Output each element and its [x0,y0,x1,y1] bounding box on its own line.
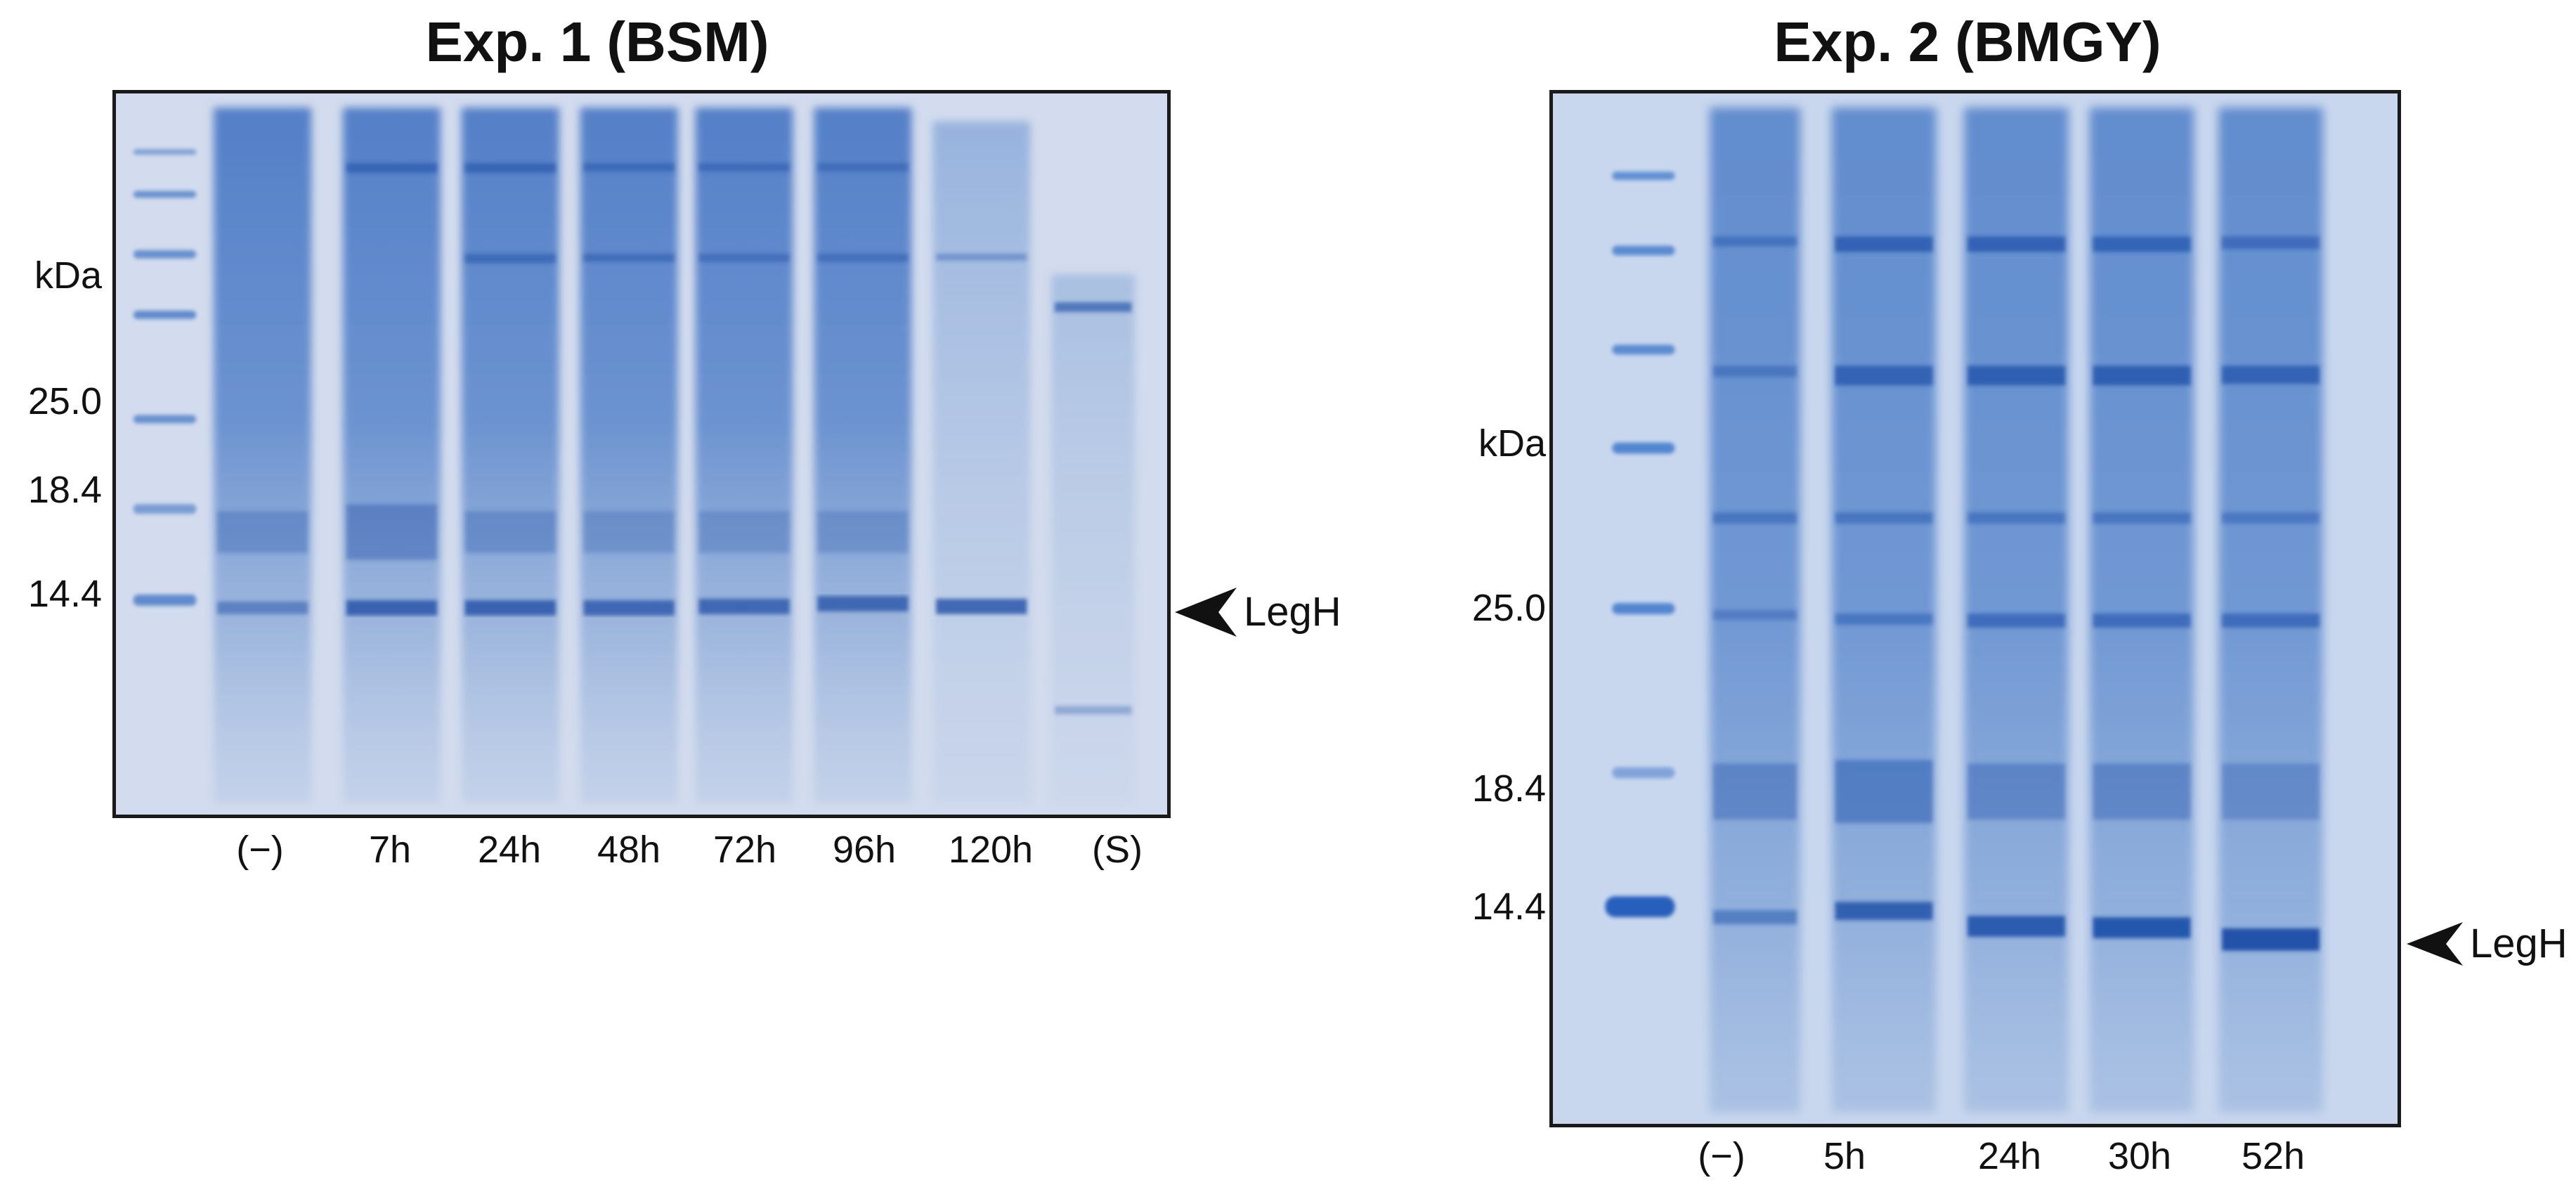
exp2-title: Exp. 2 (BMGY) [1774,11,2161,73]
exp2-marker-label-25: 25.0 [1471,587,1546,629]
exp2-bands [1713,236,2320,823]
exp1-gel-image [112,90,1171,818]
exp1-legh-marker: LegH [1175,588,1341,637]
exp1-lane-label: 7h [368,829,412,871]
exp2-legh-label: LegH [2470,921,2568,966]
exp2-marker-label-18: 18.4 [1471,767,1546,810]
exp1-title: Exp. 1 (BSM) [425,11,769,73]
exp2-gel-svg [1553,93,2398,1124]
exp1-unit-label: kDa [34,254,102,297]
exp1-lane-label: 120h [948,829,1034,871]
exp2-gel-image [1549,90,2401,1127]
exp1-marker-lane [133,149,197,606]
exp1-gel-svg [116,93,1167,815]
exp1-marker-label-18: 18.4 [27,469,102,511]
exp2-marker-lane [1605,171,1675,918]
exp1-lane-label: 96h [832,829,897,871]
exp2-lane-label: 52h [2241,1135,2305,1177]
exp2-marker-label-14: 14.4 [1471,886,1546,928]
exp2-lane-label: 30h [2107,1135,2172,1177]
exp2-lane-label: (−) [1698,1135,1745,1177]
exp1-lane-label: 24h [477,829,542,871]
exp1-lane-label: (−) [236,829,284,871]
arrowhead-left-icon [2407,922,2463,966]
exp1-sample-lanes [214,107,1136,804]
exp1-legh-band [217,596,1027,616]
exp2-lane-label: 5h [1823,1135,1866,1177]
exp1-legh-label: LegH [1244,589,1341,635]
exp2-legh-band [1713,902,2320,951]
exp2-unit-label: kDa [1478,422,1546,465]
arrowhead-left-icon [1175,588,1237,637]
exp1-lane-label: 72h [713,829,777,871]
exp2-lane-label: 24h [1977,1135,2042,1177]
exp1-lane-label: 48h [597,829,661,871]
exp1-marker-label-25: 25.0 [27,380,102,422]
exp1-bands [217,163,1132,715]
exp1-marker-label-14: 14.4 [27,573,102,615]
exp1-lane-label: (S) [1092,829,1143,871]
exp2-legh-marker: LegH [2407,922,2568,966]
